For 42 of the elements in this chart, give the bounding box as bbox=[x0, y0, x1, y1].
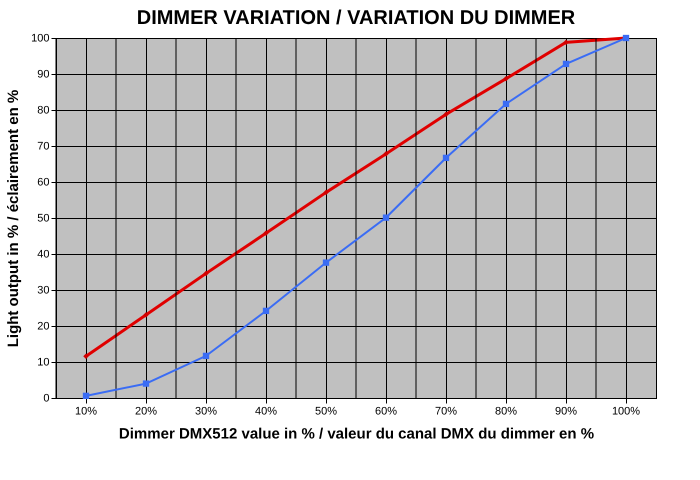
x-tick-label: 100% bbox=[612, 406, 640, 418]
point bbox=[383, 151, 389, 157]
x-tick-label: 10% bbox=[74, 406, 98, 418]
point bbox=[323, 190, 329, 196]
chart-title: DIMMER VARIATION / VARIATION DU DIMMER bbox=[136, 7, 576, 29]
y-tick-label: 20 bbox=[37, 320, 50, 332]
y-axis-title: Light output in % / éclairement en % bbox=[5, 90, 22, 348]
y-tick-label: 90 bbox=[37, 68, 50, 80]
x-tick-label: 40% bbox=[254, 406, 278, 418]
point bbox=[562, 60, 570, 68]
x-axis-title: Dimmer DMX512 value in % / valeur du canal DMX du dimmer en % bbox=[118, 426, 594, 442]
point bbox=[203, 270, 209, 276]
y-tick-label: 40 bbox=[37, 248, 50, 260]
y-tick-label: 0 bbox=[43, 392, 50, 404]
point bbox=[262, 308, 270, 314]
y-tick-label: 50 bbox=[37, 212, 50, 224]
point bbox=[82, 392, 90, 400]
x-tick-label: 30% bbox=[194, 406, 218, 418]
point bbox=[143, 312, 149, 318]
point bbox=[83, 354, 89, 359]
point bbox=[142, 380, 150, 387]
point bbox=[442, 154, 450, 162]
point bbox=[503, 76, 509, 82]
point bbox=[443, 112, 449, 118]
x-tick-label: 60% bbox=[374, 406, 398, 418]
point bbox=[322, 259, 330, 266]
y-tick-label: 30 bbox=[37, 284, 50, 296]
point bbox=[382, 214, 390, 221]
point bbox=[202, 352, 210, 360]
y-tick-label: 70 bbox=[37, 140, 50, 152]
x-tick-label: 70% bbox=[434, 406, 458, 418]
y-tick-label: 100 bbox=[31, 32, 50, 44]
y-tick-label: 60 bbox=[37, 176, 50, 188]
point bbox=[502, 100, 510, 108]
y-tick-label: 80 bbox=[37, 104, 50, 116]
x-tick-label: 50% bbox=[314, 406, 338, 418]
point bbox=[563, 40, 569, 46]
point bbox=[263, 230, 269, 236]
x-tick-label: 90% bbox=[554, 406, 578, 418]
x-tick-label: 80% bbox=[494, 406, 518, 418]
x-tick-label: 20% bbox=[134, 406, 158, 418]
y-tick-label: 10 bbox=[37, 356, 50, 368]
